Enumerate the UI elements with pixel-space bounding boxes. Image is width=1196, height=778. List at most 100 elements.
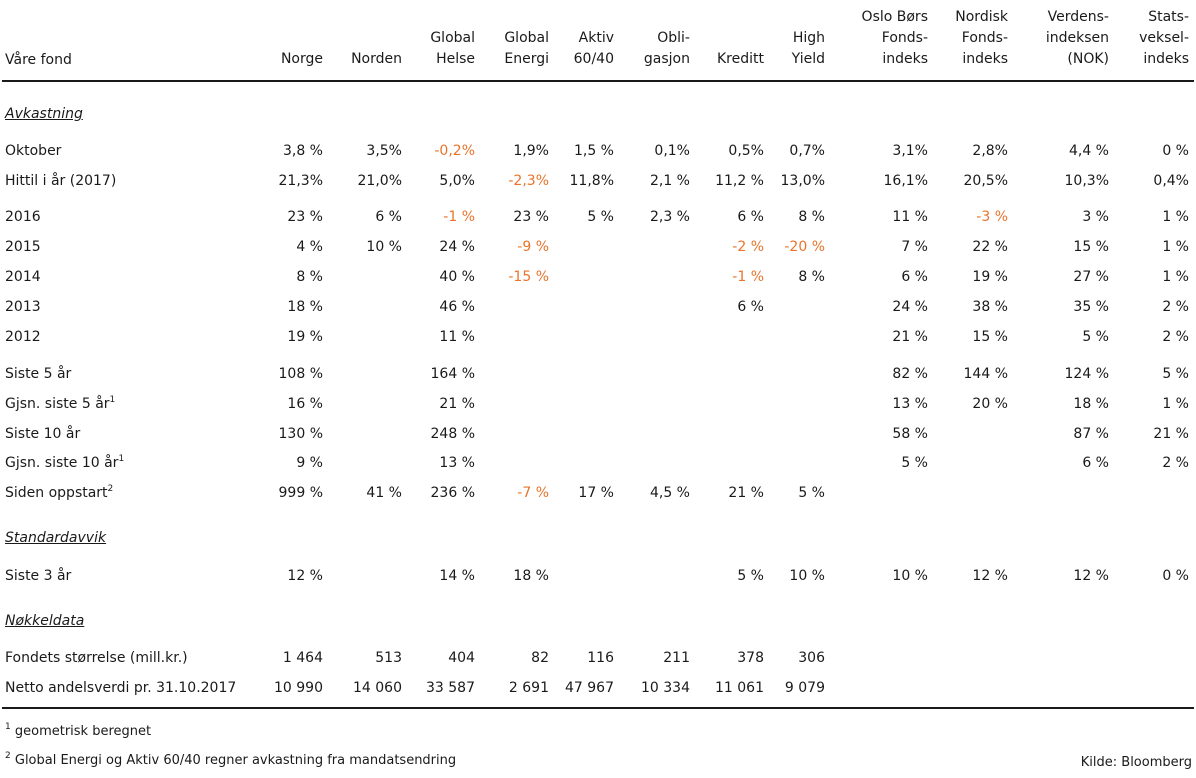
- row-label: Netto andelsverdi pr. 31.10.2017: [5, 680, 236, 697]
- row-label-text: Siste 3 år: [5, 568, 72, 584]
- table-cell: 11 %: [439, 329, 475, 345]
- table-cell: 19 %: [972, 269, 1008, 285]
- table-cell: 47 967: [565, 680, 614, 696]
- table-cell: 248 %: [430, 426, 475, 442]
- table-cell: 9 %: [296, 455, 323, 471]
- footnote-1-mark: 1: [5, 722, 11, 732]
- table-cell: 46 %: [439, 299, 475, 315]
- table-cell: 5 %: [737, 568, 764, 584]
- table-cell: 16,1%: [883, 173, 928, 189]
- table-cell: 6 %: [375, 209, 402, 225]
- header-first: Våre fond: [5, 52, 72, 68]
- table-cell: 5 %: [901, 455, 928, 471]
- table-cell: 15 %: [972, 329, 1008, 345]
- table-cell: 18 %: [1073, 396, 1109, 412]
- row-label-footnote-mark: 1: [118, 454, 125, 464]
- table-cell: 9 079: [784, 680, 825, 696]
- table-cell: 0,1%: [654, 143, 690, 159]
- table-cell: 3,1%: [892, 143, 928, 159]
- table-cell: 87 %: [1073, 426, 1109, 442]
- row-label-text: Siste 10 år: [5, 426, 81, 442]
- table-cell: 21 %: [439, 396, 475, 412]
- table-cell: 1 464: [282, 650, 323, 666]
- table-cell: 18 %: [513, 568, 549, 584]
- table-cell: 144 %: [963, 366, 1008, 382]
- row-label-text: 2013: [5, 299, 41, 315]
- table-cell: 22 %: [972, 239, 1008, 255]
- row-label: 2014: [5, 269, 41, 286]
- header-rule: [2, 80, 1194, 82]
- table-cell: 0,7%: [789, 143, 825, 159]
- table-cell: 21,3%: [278, 173, 323, 189]
- table-cell: 5,0%: [439, 173, 475, 189]
- table-cell: 5 %: [798, 485, 825, 501]
- table-cell: 6 %: [1082, 455, 1109, 471]
- footnote-2-mark: 2: [5, 751, 11, 761]
- table-cell: -2,3%: [508, 173, 549, 189]
- table-cell: 3,5%: [366, 143, 402, 159]
- table-cell: 21 %: [728, 485, 764, 501]
- table-cell: 20 %: [972, 396, 1008, 412]
- row-label-text: Gjsn. siste 5 år: [5, 396, 110, 412]
- table-cell: 11,2 %: [715, 173, 764, 189]
- table-cell: 14 %: [439, 568, 475, 584]
- section-nokkeldata: Nøkkeldata: [5, 613, 85, 629]
- column-header: Verdens- indeksen (NOK): [1045, 9, 1109, 67]
- row-label: Fondets størrelse (mill.kr.): [5, 650, 188, 667]
- column-header: Global Energi: [504, 30, 549, 67]
- row-label-text: 2016: [5, 209, 41, 225]
- table-cell: 7 %: [901, 239, 928, 255]
- row-label: 2013: [5, 299, 41, 316]
- table-cell: 2,3 %: [649, 209, 690, 225]
- row-label: Siste 3 år: [5, 568, 71, 585]
- row-label-text: Siste 5 år: [5, 366, 72, 382]
- table-cell: 12 %: [287, 568, 323, 584]
- table-cell: 10 %: [789, 568, 825, 584]
- table-cell: 130 %: [278, 426, 323, 442]
- table-cell: 23 %: [287, 209, 323, 225]
- row-label: Siste 5 år: [5, 366, 71, 383]
- footnote-2: 2 Global Energi og Aktiv 60/40 regner av…: [5, 752, 456, 769]
- table-cell: 116: [587, 650, 614, 666]
- section-standardavvik: Standardavvik: [5, 530, 107, 546]
- row-label: Siste 10 år: [5, 426, 80, 443]
- table-cell: 24 %: [892, 299, 928, 315]
- table-cell: 5 %: [587, 209, 614, 225]
- table-cell: 16 %: [287, 396, 323, 412]
- table-cell: 2,8%: [972, 143, 1008, 159]
- table-cell: 2,1 %: [649, 173, 690, 189]
- table-cell: 21,0%: [357, 173, 402, 189]
- row-label-footnote-mark: 2: [107, 484, 114, 494]
- table-cell: 3 %: [1082, 209, 1109, 225]
- table-cell: 211: [663, 650, 690, 666]
- table-cell: 23 %: [513, 209, 549, 225]
- section-avkastning: Avkastning: [5, 106, 83, 122]
- row-label-footnote-mark: 1: [109, 395, 116, 405]
- row-label: Siden oppstart2: [5, 485, 113, 502]
- column-header: Aktiv 60/40: [573, 30, 614, 67]
- table-cell: 1 %: [1162, 239, 1189, 255]
- table-cell: 20,5%: [963, 173, 1008, 189]
- table-cell: 17 %: [578, 485, 614, 501]
- table-cell: 999 %: [278, 485, 323, 501]
- table-cell: 3,8 %: [282, 143, 323, 159]
- table-cell: 11 061: [715, 680, 764, 696]
- table-cell: -1 %: [732, 269, 764, 285]
- table-bottom-rule: [2, 707, 1194, 709]
- table-cell: 108 %: [278, 366, 323, 382]
- table-cell: 2 691: [508, 680, 549, 696]
- table-cell: 27 %: [1073, 269, 1109, 285]
- row-label: Gjsn. siste 10 år1: [5, 455, 124, 472]
- table-cell: 35 %: [1073, 299, 1109, 315]
- table-cell: 11,8%: [569, 173, 614, 189]
- table-cell: -20 %: [784, 239, 825, 255]
- table-cell: 1,9%: [513, 143, 549, 159]
- table-cell: 0,4%: [1153, 173, 1189, 189]
- table-cell: 10 334: [641, 680, 690, 696]
- table-cell: 10 %: [366, 239, 402, 255]
- table-cell: 10,3%: [1064, 173, 1109, 189]
- table-cell: 5 %: [1082, 329, 1109, 345]
- table-cell: 2 %: [1162, 455, 1189, 471]
- row-label: 2015: [5, 239, 41, 256]
- table-cell: 12 %: [1073, 568, 1109, 584]
